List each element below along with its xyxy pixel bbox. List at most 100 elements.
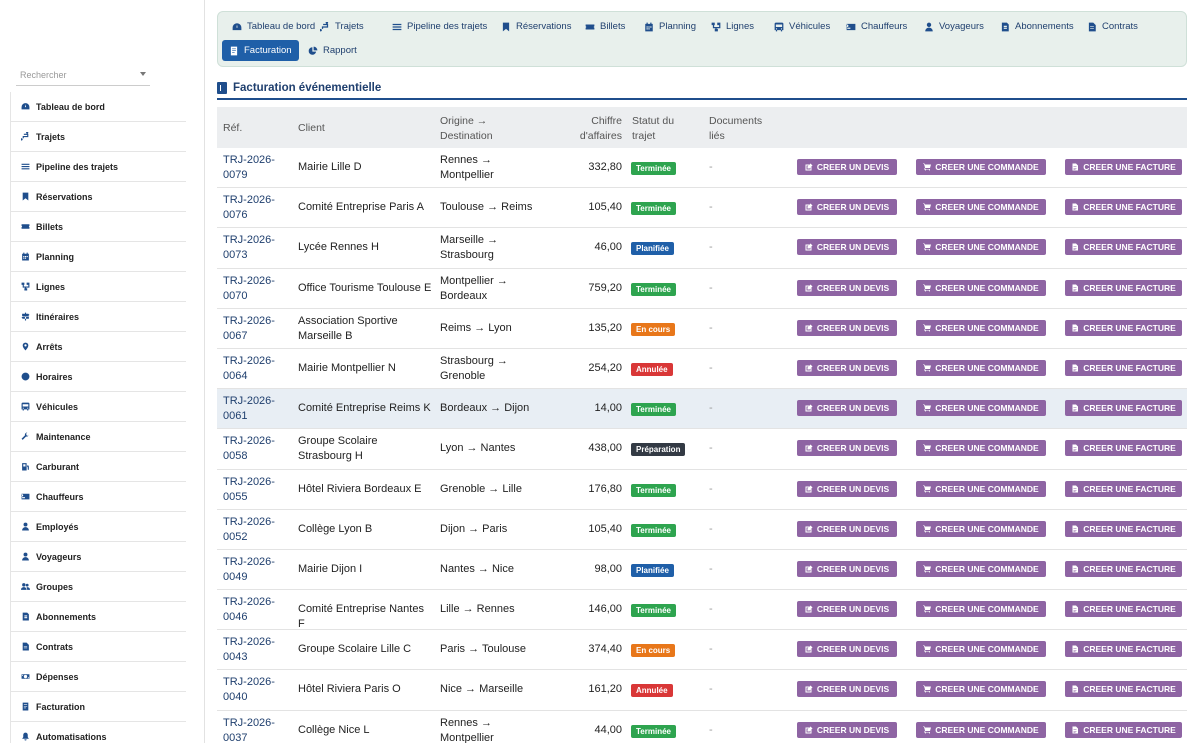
tab-facturation[interactable]: Facturation (222, 40, 299, 61)
sidebar-item-employ-s[interactable]: Employés (11, 512, 186, 542)
create-invoice-button[interactable]: CREER UNE FACTURE (1065, 480, 1182, 497)
create-quote-button[interactable]: CREER UN DEVIS (797, 239, 897, 256)
create-quote-button[interactable]: CREER UN DEVIS (797, 560, 897, 577)
create-quote-button[interactable]: CREER UN DEVIS (797, 641, 897, 658)
trip-ref-link[interactable]: TRJ-2026-0043 (223, 636, 275, 664)
create-order-button[interactable]: CREER UNE COMMANDE (916, 199, 1046, 216)
tab-rapport[interactable]: Rapport (301, 40, 364, 61)
sidebar-item-groupes[interactable]: Groupes (11, 572, 186, 602)
create-invoice-button[interactable]: CREER UNE FACTURE (1065, 319, 1182, 336)
trip-ref-link[interactable]: TRJ-2026-0055 (223, 475, 275, 503)
tab-voyageurs[interactable]: Voyageurs (917, 16, 991, 37)
trip-ref-link[interactable]: TRJ-2026-0046 (223, 596, 275, 624)
create-invoice-button[interactable]: CREER UNE FACTURE (1065, 601, 1182, 618)
sidebar-item-voyageurs[interactable]: Voyageurs (11, 542, 186, 572)
trip-ref-link[interactable]: TRJ-2026-0040 (223, 676, 275, 704)
sidebar-item-arr-ts[interactable]: Arrêts (11, 332, 186, 362)
create-invoice-button[interactable]: CREER UNE FACTURE (1065, 400, 1182, 417)
tab-abonnements[interactable]: Abonnements (993, 16, 1081, 37)
create-order-button[interactable]: CREER UNE COMMANDE (916, 400, 1046, 417)
trip-ref-link[interactable]: TRJ-2026-0052 (223, 515, 275, 543)
tab-v-hicules[interactable]: Véhicules (767, 16, 837, 37)
create-invoice-button[interactable]: CREER UNE FACTURE (1065, 520, 1182, 537)
create-quote-button[interactable]: CREER UN DEVIS (797, 520, 897, 537)
create-quote-button[interactable]: CREER UN DEVIS (797, 440, 897, 457)
create-quote-button[interactable]: CREER UN DEVIS (797, 199, 897, 216)
create-order-button[interactable]: CREER UNE COMMANDE (916, 319, 1046, 336)
sidebar-item-lignes[interactable]: Lignes (11, 272, 186, 302)
search-input[interactable] (16, 66, 126, 84)
sidebar-item-automatisations[interactable]: Automatisations (11, 722, 186, 743)
create-quote-button[interactable]: CREER UN DEVIS (797, 681, 897, 698)
create-order-button[interactable]: CREER UNE COMMANDE (916, 601, 1046, 618)
create-invoice-button[interactable]: CREER UNE FACTURE (1065, 279, 1182, 296)
tab-planning[interactable]: Planning (637, 16, 703, 37)
trip-ref-link[interactable]: TRJ-2026-0076 (223, 194, 275, 222)
trip-ref-link[interactable]: TRJ-2026-0049 (223, 555, 275, 583)
tab-trajets[interactable]: Trajets (313, 16, 371, 37)
sidebar-item-d-penses[interactable]: Dépenses (11, 662, 186, 692)
create-invoice-button[interactable]: CREER UNE FACTURE (1065, 440, 1182, 457)
sidebar-item-facturation[interactable]: Facturation (11, 692, 186, 722)
trip-ref-link[interactable]: TRJ-2026-0067 (223, 314, 275, 342)
edit-icon (805, 685, 813, 693)
create-invoice-button[interactable]: CREER UNE FACTURE (1065, 681, 1182, 698)
tab-lignes[interactable]: Lignes (704, 16, 761, 37)
sidebar-item-itin-raires[interactable]: Itinéraires (11, 302, 186, 332)
create-quote-button[interactable]: CREER UN DEVIS (797, 721, 897, 738)
sidebar-item-contrats[interactable]: Contrats (11, 632, 186, 662)
create-order-button[interactable]: CREER UNE COMMANDE (916, 279, 1046, 296)
create-quote-button[interactable]: CREER UN DEVIS (797, 279, 897, 296)
create-invoice-button[interactable]: CREER UNE FACTURE (1065, 199, 1182, 216)
create-invoice-button[interactable]: CREER UNE FACTURE (1065, 359, 1182, 376)
sidebar-item-planning[interactable]: Planning (11, 242, 186, 272)
create-invoice-button[interactable]: CREER UNE FACTURE (1065, 239, 1182, 256)
create-quote-button[interactable]: CREER UN DEVIS (797, 601, 897, 618)
sidebar-item-billets[interactable]: Billets (11, 212, 186, 242)
create-order-button[interactable]: CREER UNE COMMANDE (916, 721, 1046, 738)
trip-ref-link[interactable]: TRJ-2026-0037 (223, 716, 275, 743)
chevron-down-icon[interactable] (140, 72, 146, 76)
sidebar-item-chauffeurs[interactable]: Chauffeurs (11, 482, 186, 512)
create-quote-button[interactable]: CREER UN DEVIS (797, 480, 897, 497)
create-quote-button[interactable]: CREER UN DEVIS (797, 159, 897, 175)
create-order-button[interactable]: CREER UNE COMMANDE (916, 159, 1046, 175)
trip-ref-link[interactable]: TRJ-2026-0079 (223, 154, 275, 181)
tab-chauffeurs[interactable]: Chauffeurs (839, 16, 914, 37)
sidebar-item-horaires[interactable]: Horaires (11, 362, 186, 392)
create-order-button[interactable]: CREER UNE COMMANDE (916, 239, 1046, 256)
search-select[interactable] (16, 66, 150, 86)
sidebar-item-abonnements[interactable]: Abonnements (11, 602, 186, 632)
sidebar-item-trajets[interactable]: Trajets (11, 122, 186, 152)
trip-ref-link[interactable]: TRJ-2026-0070 (223, 274, 275, 302)
sidebar-item-v-hicules[interactable]: Véhicules (11, 392, 186, 422)
tab-tableau-de-bord[interactable]: Tableau de bord (225, 16, 322, 37)
tab-pipeline-des-trajets[interactable]: Pipeline des trajets (385, 16, 494, 37)
create-invoice-button[interactable]: CREER UNE FACTURE (1065, 560, 1182, 577)
sidebar-item-tableau-de-bord[interactable]: Tableau de bord (11, 92, 186, 122)
sidebar-item-carburant[interactable]: Carburant (11, 452, 186, 482)
create-order-button[interactable]: CREER UNE COMMANDE (916, 560, 1046, 577)
trip-ref-link[interactable]: TRJ-2026-0073 (223, 234, 275, 262)
tab-r-servations[interactable]: Réservations (494, 16, 578, 37)
trip-ref-link[interactable]: TRJ-2026-0061 (223, 395, 275, 423)
sidebar-item-maintenance[interactable]: Maintenance (11, 422, 186, 452)
create-order-button[interactable]: CREER UNE COMMANDE (916, 681, 1046, 698)
create-order-button[interactable]: CREER UNE COMMANDE (916, 359, 1046, 376)
tab-contrats[interactable]: Contrats (1080, 16, 1145, 37)
create-invoice-button[interactable]: CREER UNE FACTURE (1065, 641, 1182, 658)
create-order-button[interactable]: CREER UNE COMMANDE (916, 440, 1046, 457)
trip-ref-link[interactable]: TRJ-2026-0058 (223, 435, 275, 463)
tab-billets[interactable]: Billets (578, 16, 632, 37)
create-quote-button[interactable]: CREER UN DEVIS (797, 400, 897, 417)
create-order-button[interactable]: CREER UNE COMMANDE (916, 520, 1046, 537)
sidebar-item-pipeline-des-trajets[interactable]: Pipeline des trajets (11, 152, 186, 182)
create-order-button[interactable]: CREER UNE COMMANDE (916, 480, 1046, 497)
create-order-button[interactable]: CREER UNE COMMANDE (916, 641, 1046, 658)
create-invoice-button[interactable]: CREER UNE FACTURE (1065, 159, 1182, 175)
sidebar-item-r-servations[interactable]: Réservations (11, 182, 186, 212)
trip-ref-link[interactable]: TRJ-2026-0064 (223, 354, 275, 382)
create-quote-button[interactable]: CREER UN DEVIS (797, 319, 897, 336)
create-invoice-button[interactable]: CREER UNE FACTURE (1065, 721, 1182, 738)
create-quote-button[interactable]: CREER UN DEVIS (797, 359, 897, 376)
